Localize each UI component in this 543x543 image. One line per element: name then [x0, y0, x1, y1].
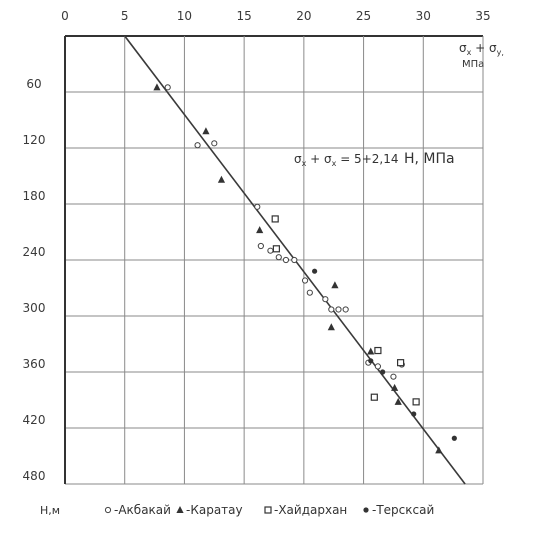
x-tick-label: 10	[177, 9, 192, 23]
legend-label: -Каратау	[186, 503, 243, 517]
x-tick-label: 25	[356, 9, 371, 23]
legend: -Акбакай -Каратау -Хайдархан -Терсксай	[104, 503, 434, 517]
x-tick-labels: 0 5 10 15 20 25 30 35	[61, 9, 490, 23]
data-point	[331, 281, 339, 289]
data-point	[301, 277, 309, 284]
data-point	[271, 215, 279, 223]
data-point	[306, 289, 313, 296]
y-tick-labels: 60 120 180 240 300 360 420 480	[23, 77, 46, 483]
x-tick-label: 30	[416, 9, 431, 23]
data-point	[394, 397, 402, 405]
legend-marker	[264, 506, 272, 514]
y-tick-label: 60	[26, 77, 41, 91]
x-axis-unit: МПа	[462, 59, 484, 70]
legend-marker	[176, 506, 184, 513]
eq-plus: + σ	[306, 152, 332, 166]
data-point	[391, 383, 399, 391]
data-point	[312, 268, 318, 274]
data-point	[217, 175, 226, 183]
eq-sub2: x	[332, 159, 337, 168]
legend-label: -Хайдархан	[274, 503, 347, 517]
y-tick-label: 480	[23, 469, 46, 483]
y-tick-label: 420	[23, 413, 46, 427]
data-point	[267, 247, 274, 254]
data-point	[256, 226, 264, 234]
x-tick-label: 35	[475, 9, 490, 23]
data-point	[451, 435, 457, 441]
x-tick-label: 5	[121, 9, 129, 23]
data-point	[291, 256, 298, 264]
data-point	[335, 306, 342, 313]
x-tick-label: 15	[237, 9, 252, 23]
data-point	[322, 296, 329, 303]
data-point	[390, 373, 397, 380]
grid	[64, 35, 484, 485]
x-label-sub2: y,	[497, 48, 504, 57]
data-point	[380, 369, 386, 375]
x-tick-label: 0	[61, 9, 69, 23]
data-point	[412, 398, 420, 406]
data-point	[164, 84, 171, 91]
regression-equation-unit: Н, МПа	[404, 151, 455, 167]
data-points	[153, 83, 457, 454]
x-axis-label: σx + σy,	[459, 41, 504, 57]
legend-marker	[104, 506, 112, 514]
data-point	[367, 347, 375, 355]
eq-rest: = 5+2,14	[336, 152, 398, 166]
data-point	[202, 127, 210, 135]
data-point	[370, 393, 378, 401]
data-point	[411, 411, 417, 417]
data-point	[374, 363, 382, 370]
legend-label: -Акбакай	[114, 503, 171, 517]
data-point	[211, 140, 218, 147]
data-point	[254, 203, 261, 210]
data-point	[194, 142, 201, 149]
data-point	[368, 358, 374, 364]
legend-label: -Терсксай	[372, 503, 434, 517]
y-tick-label: 180	[23, 189, 46, 203]
y-tick-label: 300	[23, 301, 46, 315]
data-point	[153, 83, 161, 91]
x-label-sub1: x	[467, 48, 472, 57]
eq-sigma1: σ	[294, 152, 302, 166]
eq-sub1: x	[302, 159, 307, 168]
data-point	[282, 256, 290, 264]
y-tick-label: 360	[23, 357, 46, 371]
data-point	[328, 306, 335, 313]
x-label-sigma1: σ	[459, 41, 467, 55]
data-point	[396, 359, 405, 367]
regression-equation: σx + σx = 5+2,14	[294, 152, 398, 168]
data-point	[374, 346, 382, 355]
data-point	[327, 323, 335, 331]
y-tick-label: 120	[23, 133, 46, 147]
data-point	[275, 254, 282, 261]
data-point	[342, 306, 349, 313]
data-point	[435, 446, 443, 454]
x-tick-label: 20	[296, 9, 311, 23]
legend-marker	[363, 507, 369, 513]
data-point	[257, 242, 264, 250]
data-point	[272, 245, 280, 253]
x-label-plus: + σ	[471, 41, 497, 55]
y-axis-label: Н,м	[40, 504, 60, 517]
y-tick-label: 240	[23, 245, 46, 259]
